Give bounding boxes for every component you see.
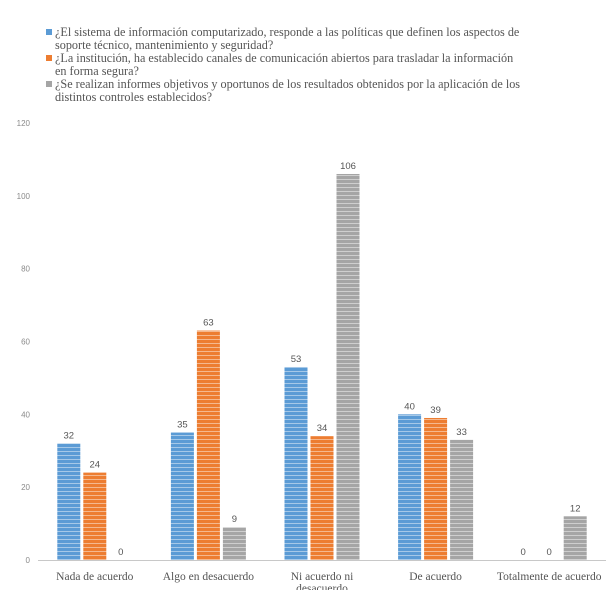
data-label: 33 xyxy=(456,427,467,438)
legend-item-2: ¿La institución, ha establecido canales … xyxy=(46,52,606,78)
data-label: 9 xyxy=(232,514,237,525)
data-label: 35 xyxy=(177,420,188,431)
legend-swatch-2 xyxy=(46,55,52,61)
legend-label-2-line-1: ¿La institución, ha establecido canales … xyxy=(55,51,514,65)
bar-series-2-1 xyxy=(196,330,220,560)
bar-series-1-2 xyxy=(284,366,308,560)
bar-series-3-1 xyxy=(222,527,246,560)
data-label: 106 xyxy=(340,161,356,172)
y-tick-label: 60 xyxy=(21,338,30,347)
legend-label-1-line-1: ¿El sistema de información computarizado… xyxy=(55,25,520,39)
bar-series-3-2 xyxy=(336,173,360,560)
data-label: 53 xyxy=(291,354,302,365)
x-category-label: Nada de acuerdo xyxy=(56,571,134,583)
bar-series-2-2 xyxy=(310,436,334,560)
data-label: 12 xyxy=(570,503,581,514)
legend-item-3: ¿Se realizan informes objetivos y oportu… xyxy=(46,78,606,104)
x-category-label: De acuerdo xyxy=(409,571,462,583)
y-tick-label: 20 xyxy=(21,483,30,492)
chart-legend: ¿El sistema de información computarizado… xyxy=(46,26,606,104)
y-tick-label: 40 xyxy=(21,410,30,419)
data-label: 63 xyxy=(203,318,214,329)
bar-series-3-3 xyxy=(450,439,474,560)
x-category-label: Ni acuerdo ni xyxy=(291,571,354,583)
bar-series-1-3 xyxy=(398,414,422,560)
y-tick-label: 120 xyxy=(17,119,31,128)
data-label: 34 xyxy=(317,423,328,434)
data-label: 0 xyxy=(547,547,552,558)
bar-series-1-0 xyxy=(57,443,81,560)
bar-series-2-0 xyxy=(83,472,107,560)
data-label: 0 xyxy=(521,547,526,558)
x-category-label: desacuerdo xyxy=(296,583,348,590)
data-label: 24 xyxy=(90,460,101,471)
bar-series-1-1 xyxy=(170,432,194,560)
data-label: 39 xyxy=(430,405,441,416)
data-label: 0 xyxy=(118,547,123,558)
y-tick-label: 0 xyxy=(26,556,31,565)
x-category-label: Algo en desacuerdo xyxy=(163,571,255,583)
legend-label-1-line-2: soporte técnico, mantenimiento y segurid… xyxy=(55,38,274,52)
legend-swatch-1 xyxy=(46,29,52,35)
legend-item-1: ¿El sistema de información computarizado… xyxy=(46,26,606,52)
y-tick-label: 100 xyxy=(17,192,31,201)
legend-label-3-line-1: ¿Se realizan informes objetivos y oportu… xyxy=(55,77,521,91)
bar-series-2-3 xyxy=(424,417,448,560)
y-tick-label: 80 xyxy=(21,265,30,274)
legend-label-2-line-2: en forma segura? xyxy=(55,64,139,78)
legend-label-3-line-2: distintos controles establecidos? xyxy=(55,90,213,104)
data-label: 40 xyxy=(404,401,415,412)
data-label: 32 xyxy=(64,430,75,441)
legend-swatch-3 xyxy=(46,81,52,87)
bar-series-3-4 xyxy=(563,516,587,560)
x-category-label: Totalmente de acuerdo xyxy=(497,571,602,583)
